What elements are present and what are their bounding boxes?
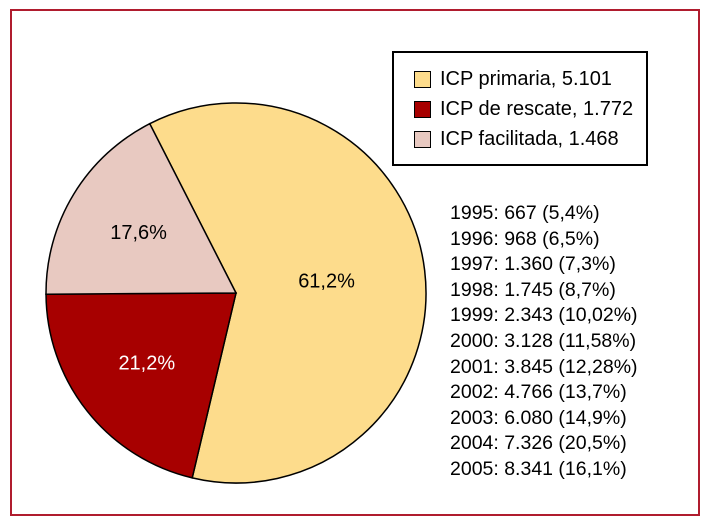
legend-label-icp-de-rescate: ICP de rescate, 1.772 xyxy=(440,98,634,120)
legend-swatch-icp-primaria xyxy=(414,71,431,88)
annotation-1995: 1995: 667 (5,4%) xyxy=(450,202,600,224)
annotation-2005: 2005: 8.341 (16,1%) xyxy=(450,457,627,480)
pie-slice-icp-primaria xyxy=(148,102,427,484)
annotation-2003: 2003: 6.080 (14,9%) xyxy=(450,406,627,429)
annotation-1998: 1998: 1.745 (8,7%) xyxy=(450,278,616,301)
annotation-2002: 2002: 4.766 (13,7%) xyxy=(450,381,627,404)
pie-slice-icp-facilitada xyxy=(45,122,238,295)
pie-slice-icp-de-rescate xyxy=(45,292,237,479)
pie-label-icp-facilitada: 17,6% xyxy=(110,222,167,244)
annotation-1997: 1997: 1.360 (7,3%) xyxy=(450,253,616,276)
annotation-2004: 2004: 7.326 (20,5%) xyxy=(450,432,627,455)
pie-label-icp-primaria: 61,2% xyxy=(298,270,355,292)
legend-label-icp-facilitada: ICP facilitada, 1.468 xyxy=(440,128,619,150)
legend: ICP primaria, 5.101 ICP de rescate, 1.77… xyxy=(392,51,648,166)
legend-swatch-icp-facilitada xyxy=(414,131,431,148)
annotation-1999: 1999: 2.343 (10,02%) xyxy=(450,304,638,327)
legend-swatch-icp-de-rescate xyxy=(414,101,431,118)
annotation-1996: 1996: 968 (6,5%) xyxy=(450,227,600,250)
legend-item-icp-de-rescate: ICP de rescate, 1.772 xyxy=(414,98,633,121)
annotation-2000: 2000: 3.128 (11,58%) xyxy=(450,329,637,352)
legend-item-icp-primaria: ICP primaria, 5.101 xyxy=(414,68,612,91)
legend-item-icp-facilitada: ICP facilitada, 1.468 xyxy=(414,128,619,151)
annotation-2001: 2001: 3.845 (12,28%) xyxy=(450,355,638,378)
yearly-annotations: 1995: 667 (5,4%) 1996: 968 (6,5%) 1997: … xyxy=(450,201,638,483)
pie-label-icp-de-rescate: 21,2% xyxy=(118,352,175,374)
chart-frame xyxy=(10,9,700,516)
legend-label-icp-primaria: ICP primaria, 5.101 xyxy=(440,68,612,90)
